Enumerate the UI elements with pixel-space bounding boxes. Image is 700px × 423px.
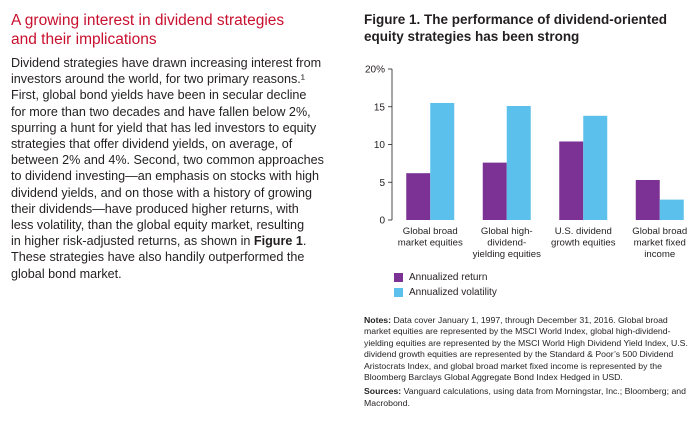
x-category-label: Global broad: [403, 226, 458, 237]
heading-line-2: and their implications: [11, 31, 157, 48]
bar: [482, 162, 507, 220]
x-category-label: yielding equities: [473, 249, 541, 260]
x-category-label: Global high-: [481, 226, 533, 237]
sources-text: Vanguard calculations, using data from M…: [364, 386, 686, 408]
x-category-label: income: [644, 249, 675, 260]
sources-label: Sources:: [364, 386, 402, 397]
body-line: investors around the world, for two prim…: [11, 72, 305, 87]
y-tick-label: 5: [379, 178, 385, 189]
chart-legend: Annualized return Annualized volatility: [394, 270, 497, 300]
section-heading: A growing interest in dividend strategie…: [11, 11, 341, 49]
figure-title-line-2: equity strategies has been strong: [364, 29, 580, 44]
notes-paragraph: Notes: Data cover January 1, 1997, throu…: [364, 315, 694, 383]
body-line: These strategies have also handily outpe…: [11, 250, 305, 265]
figure-reference: Figure 1: [253, 234, 303, 249]
figure-title: Figure 1. The performance of dividend-or…: [364, 11, 694, 45]
legend-swatch-return: [394, 273, 403, 282]
bar: [583, 115, 608, 220]
bar: [635, 179, 660, 220]
figure-title-line-1: Figure 1. The performance of dividend-or…: [364, 12, 668, 27]
body-line: dividend yields, and on those with a his…: [11, 185, 313, 200]
heading-line-1: A growing interest in dividend strategie…: [11, 12, 285, 29]
body-line: Dividend strategies have drawn increasin…: [11, 56, 322, 70]
bar: [506, 105, 531, 220]
legend-label-volatility: Annualized volatility: [409, 287, 497, 298]
body-line: less volatility, than the global equity …: [11, 218, 305, 233]
bar: [559, 141, 584, 220]
legend-item-volatility: Annualized volatility: [394, 285, 497, 300]
y-tick-label: 0: [379, 216, 385, 227]
body-line-pre: in higher risk-adjusted returns, as show…: [11, 234, 254, 249]
body-line-post: .: [302, 234, 307, 249]
body-line: between 2% and 4%. Second, two common ap…: [11, 153, 324, 168]
bar: [406, 173, 431, 220]
sources-paragraph: Sources: Vanguard calculations, using da…: [364, 386, 694, 409]
notes-label: Notes:: [364, 315, 392, 325]
x-category-label: dividend-: [487, 238, 526, 249]
bar: [430, 102, 455, 220]
body-line: strategies that offer dividend yields, o…: [11, 137, 293, 152]
figure-notes: Notes: Data cover January 1, 1997, throu…: [364, 315, 694, 412]
article-column: A growing interest in dividend strategie…: [11, 11, 341, 282]
x-category-label: market fixed: [634, 238, 686, 249]
body-line: their dividends—have produced higher ret…: [11, 201, 299, 216]
x-category-label: Global broad: [632, 226, 687, 237]
figure-header: Figure 1. The performance of dividend-or…: [364, 11, 694, 45]
body-line: First, global bond yields have been in s…: [11, 88, 307, 103]
legend-item-return: Annualized return: [394, 270, 497, 285]
body-line: for more than two decades and have falle…: [11, 104, 311, 119]
x-category-label: growth equities: [551, 238, 616, 249]
body-line: to dividend investing—an emphasis on sto…: [11, 169, 320, 184]
x-category-label: market equities: [398, 238, 463, 249]
body-paragraph: Dividend strategies have drawn increasin…: [11, 55, 341, 282]
y-tick-label: 20%: [365, 65, 385, 76]
y-tick-label: 15: [374, 102, 386, 113]
bar: [659, 199, 684, 220]
x-category-label: U.S. dividend: [555, 226, 612, 237]
body-line: global bond market.: [11, 266, 122, 281]
body-line: spurring a hunt for yield that has led i…: [11, 120, 317, 135]
y-tick-label: 10: [374, 140, 386, 151]
notes-text: Data cover January 1, 1997, through Dece…: [364, 315, 688, 383]
legend-swatch-volatility: [394, 288, 403, 297]
legend-label-return: Annualized return: [409, 272, 488, 283]
